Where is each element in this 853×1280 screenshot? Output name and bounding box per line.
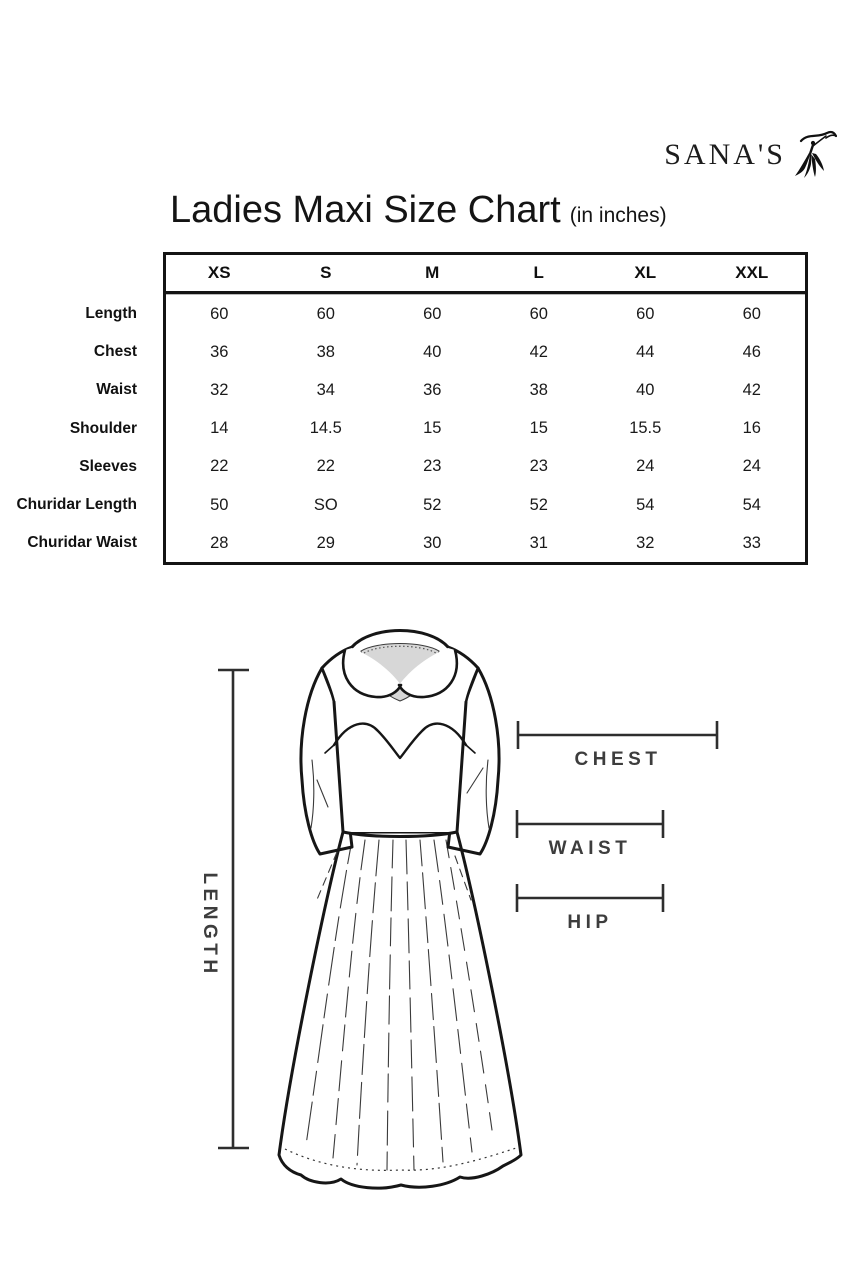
twirling-dancer-icon <box>795 130 837 178</box>
column-header-xl: XL <box>634 263 657 282</box>
waist-measure: WAIST <box>515 810 665 859</box>
length-measure: LENGTH <box>199 668 249 1150</box>
column-header-l: L <box>533 263 544 282</box>
brand-name: SANA'S <box>664 138 786 171</box>
page-title: Ladies Maxi Size Chart (in inches) <box>170 189 667 232</box>
size-value-cell: 14.5 <box>309 419 342 438</box>
size-value-cell: 33 <box>742 533 761 552</box>
size-value-cell: 60 <box>636 304 655 323</box>
unit-note: (in inches) <box>569 204 667 227</box>
size-value-cell: 60 <box>316 304 335 323</box>
length-label: LENGTH <box>199 872 220 977</box>
size-value-cell: 31 <box>529 533 548 552</box>
row-label: Waist <box>96 381 137 399</box>
size-value-cell: 29 <box>316 533 335 552</box>
maxi-dress-illustration <box>277 629 523 1190</box>
chest-measure: CHEST <box>516 721 719 770</box>
size-value-cell: 36 <box>423 380 442 399</box>
page-title-text: Ladies Maxi Size Chart <box>170 189 561 231</box>
column-header-xs: XS <box>207 263 231 282</box>
size-table-header: XS S M L XL XXL <box>166 255 805 294</box>
size-table-body: 60 60 60 60 60 60 36 38 40 42 44 46 32 34 36 38 40 42 14 14… <box>166 294 805 562</box>
size-value-cell: 22 <box>316 457 335 476</box>
size-value-cell: 23 <box>529 457 548 476</box>
size-value-cell: 44 <box>636 342 655 361</box>
size-value-cell: 30 <box>423 533 442 552</box>
size-value-cell: 52 <box>529 495 548 514</box>
size-value-cell: 22 <box>210 457 229 476</box>
measurement-diagram: LENGTH CHEST WAIST HIP <box>199 629 719 1190</box>
size-value-cell: 38 <box>316 342 335 361</box>
table-row: 22 22 23 23 24 24 <box>166 448 805 486</box>
size-value-cell: 54 <box>636 495 655 514</box>
size-value-cell: 28 <box>210 533 229 552</box>
size-value-cell: 46 <box>742 342 761 361</box>
table-row: 32 34 36 38 40 42 <box>166 371 805 409</box>
column-header-m: M <box>425 263 440 282</box>
size-value-cell: 14 <box>210 419 229 438</box>
hip-label: HIP <box>567 912 612 933</box>
size-value-cell: 34 <box>316 380 335 399</box>
row-label: Chest <box>93 343 137 361</box>
size-value-cell: 40 <box>636 380 655 399</box>
chest-label: CHEST <box>575 749 662 770</box>
size-value-cell: 16 <box>742 419 761 438</box>
table-row: 60 60 60 60 60 60 <box>166 295 805 333</box>
table-row: 36 38 40 42 44 46 <box>166 333 805 371</box>
size-value-cell: 15 <box>423 419 442 438</box>
size-value-cell: 40 <box>423 342 442 361</box>
size-value-cell: 23 <box>423 457 442 476</box>
size-value-cell: 60 <box>210 304 229 323</box>
table-row: 50 SO 52 52 54 54 <box>166 486 805 524</box>
row-labels-column: Length Chest Waist Shoulder Sleeves Churidar … <box>0 252 137 562</box>
row-label: Shoulder <box>69 419 137 437</box>
row-label: Churidar Length <box>16 496 137 514</box>
row-label: Length <box>85 305 137 323</box>
size-value-cell: 60 <box>742 304 761 323</box>
size-value-cell: 60 <box>529 304 548 323</box>
row-label: Churidar Waist <box>27 534 137 552</box>
column-header-xxl: XXL <box>735 263 769 282</box>
size-value-cell: 15.5 <box>629 419 662 438</box>
size-value-cell: 15 <box>529 419 548 438</box>
size-value-cell: 54 <box>742 495 761 514</box>
size-value-cell: 52 <box>423 495 442 514</box>
row-labels-spacer <box>0 252 137 295</box>
table-row: 14 14.5 15 15 15.5 16 <box>166 410 805 448</box>
brand-logo: SANA'S <box>664 128 837 182</box>
size-value-cell: 24 <box>636 457 655 476</box>
row-label: Sleeves <box>79 457 137 475</box>
size-value-cell: 24 <box>742 457 761 476</box>
waist-label: WAIST <box>549 838 632 859</box>
size-value-cell: 32 <box>210 380 229 399</box>
table-row: 28 29 30 31 32 33 <box>166 524 805 562</box>
size-value-cell: 50 <box>210 495 229 514</box>
size-value-cell: 42 <box>742 380 761 399</box>
hip-measure: HIP <box>515 884 665 933</box>
size-value-cell: 32 <box>636 533 655 552</box>
size-value-cell: 38 <box>529 380 548 399</box>
size-value-cell: SO <box>313 495 338 514</box>
size-value-cell: 42 <box>529 342 548 361</box>
column-header-s: S <box>320 263 332 282</box>
size-value-cell: 60 <box>423 304 442 323</box>
size-value-cell: 36 <box>210 342 229 361</box>
size-table: XS S M L XL XXL 60 60 60 60 60 60 36 38 40 42 44 46 32 34 3… <box>163 252 808 566</box>
